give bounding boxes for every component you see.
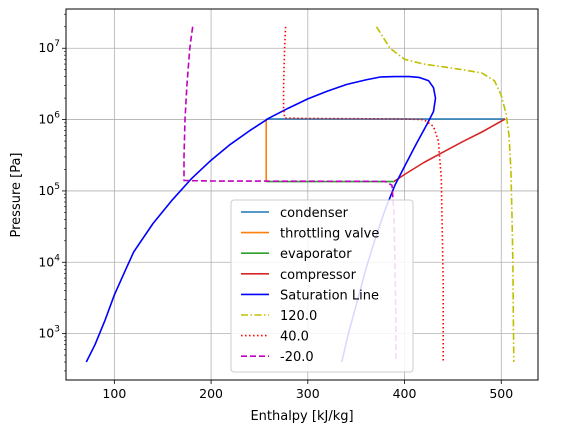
series-line-40-0 [282, 26, 444, 362]
x-tick-label: 200 [199, 386, 223, 401]
y-tick-label: 105 [38, 182, 60, 198]
legend: condenser throttling valve evaporator compr… [230, 199, 414, 373]
tick-layer: 100 200 300 400 500 103 104 105 106 107 [38, 13, 513, 401]
legend-label: compressor [280, 268, 357, 283]
y-tick-label: 107 [38, 39, 60, 55]
x-tick-label: 100 [102, 386, 126, 401]
x-axis-label: Enthalpy [kJ/kg] [250, 409, 353, 424]
series-line-saturation-line [85, 75, 437, 363]
plot-frame [65, 8, 539, 381]
legend-label: evaporator [280, 247, 352, 262]
x-tick-label: 400 [393, 386, 417, 401]
legend-label: throttling valve [280, 227, 379, 242]
legend-label: condenser [280, 206, 349, 221]
legend-entries: condenser throttling valve evaporator compr… [241, 206, 379, 365]
legend-label: Saturation Line [280, 288, 379, 303]
y-tick-label: 104 [38, 253, 60, 269]
series-line-120-0 [375, 26, 515, 363]
legend-label: 40.0 [280, 330, 309, 345]
legend-label: 120.0 [280, 309, 317, 324]
legend-box [230, 199, 414, 373]
x-tick-label: 500 [489, 386, 513, 401]
y-axis-label: Pressure [Pa] [9, 152, 24, 237]
y-tick-label: 103 [38, 325, 60, 341]
legend-label: -20.0 [280, 350, 314, 365]
y-tick-label: 106 [38, 111, 60, 127]
series-line-compressor [393, 118, 506, 183]
x-tick-label: 300 [296, 386, 320, 401]
